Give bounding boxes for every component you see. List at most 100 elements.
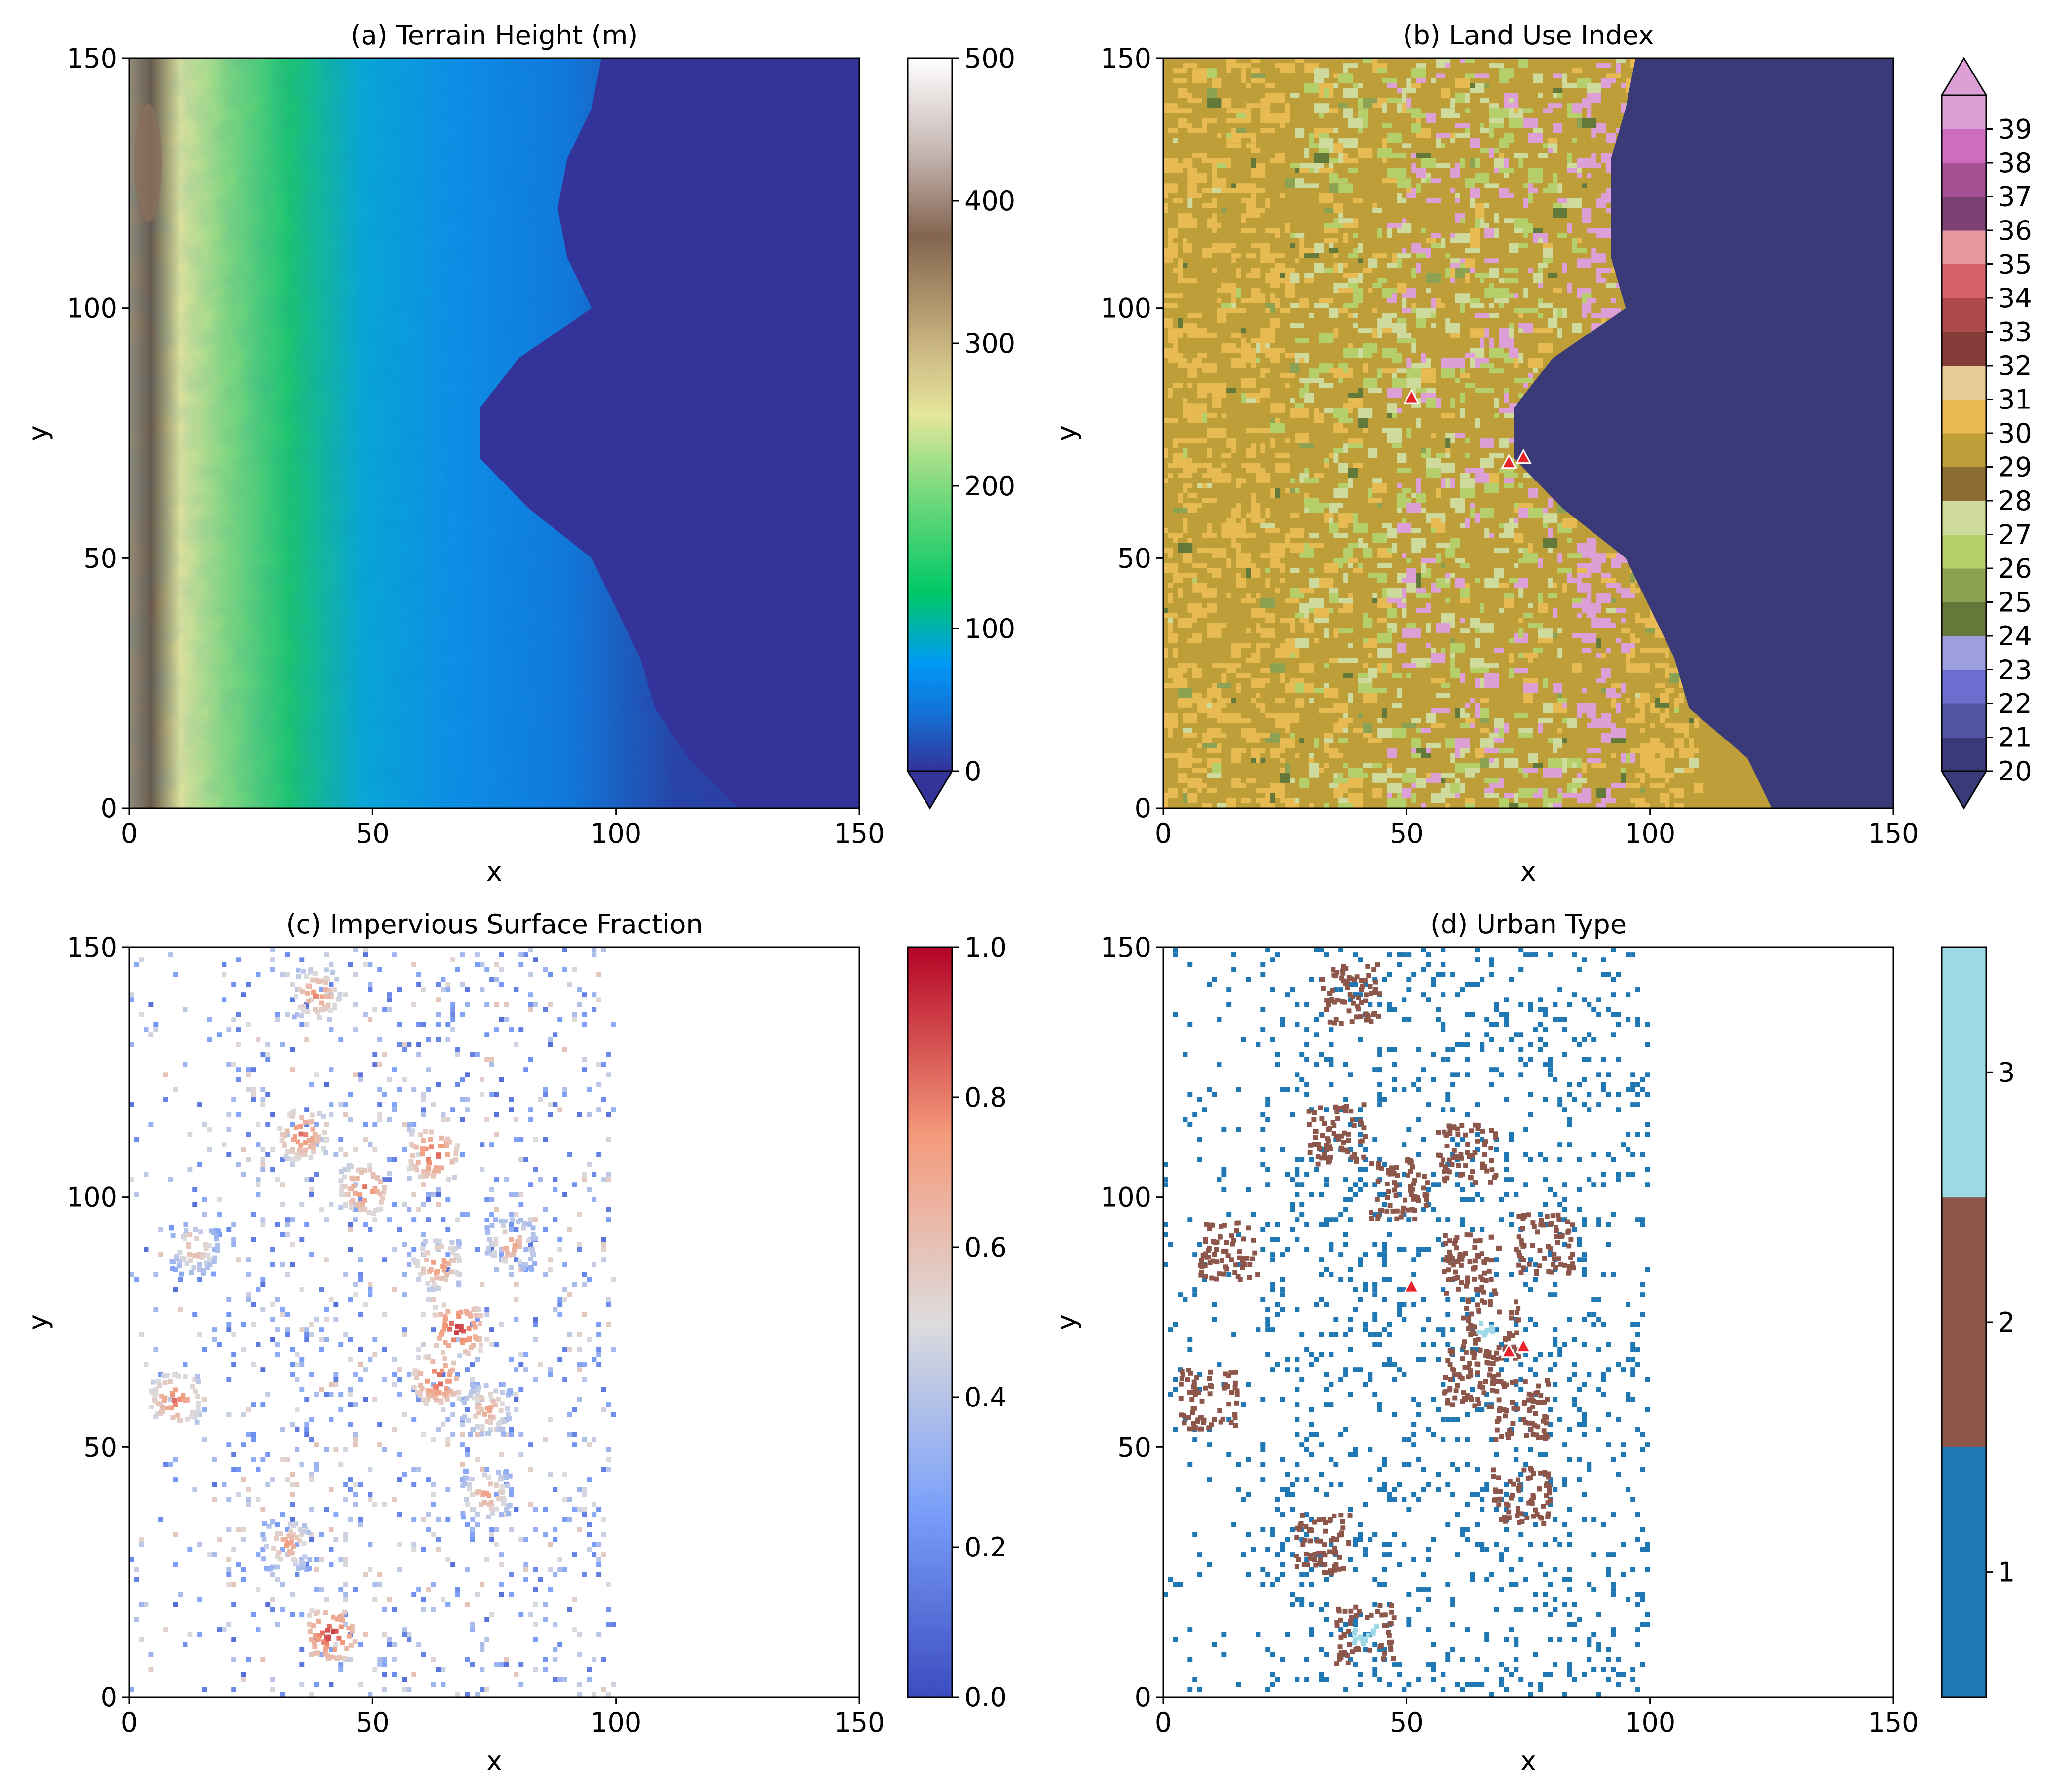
impervious-cell — [295, 1362, 300, 1367]
impervious-cell — [421, 1312, 426, 1317]
landuse-cell — [1489, 63, 1504, 68]
impervious-cell — [236, 1027, 241, 1032]
impervious-cell — [392, 1657, 397, 1662]
landuse-cell — [1504, 393, 1509, 403]
impervious-cell — [348, 1297, 353, 1302]
impervious-cell — [456, 1282, 462, 1288]
impervious-cell — [471, 1320, 477, 1326]
impervious-cell — [426, 1197, 431, 1202]
impervious-cell — [178, 1277, 183, 1282]
landuse-cell — [1265, 348, 1280, 358]
landuse-cell — [1290, 398, 1295, 403]
landuse-cell — [1304, 623, 1314, 633]
impervious-cell — [431, 1102, 436, 1107]
landuse-cell — [1470, 158, 1475, 168]
impervious-cell — [498, 1426, 504, 1432]
impervious-cell — [444, 1272, 449, 1278]
landuse-cell — [1611, 623, 1616, 628]
landuse-cell — [1202, 703, 1207, 708]
impervious-cell — [577, 1652, 582, 1657]
landuse-cell — [1256, 643, 1266, 648]
impervious-cell — [458, 1309, 464, 1315]
impervious-cell — [212, 1255, 218, 1260]
landuse-cell — [1660, 793, 1670, 803]
impervious-cell — [432, 1369, 437, 1374]
impervious-cell — [448, 1258, 454, 1262]
landuse-cell — [1236, 128, 1246, 133]
impervious-cell — [167, 1379, 173, 1384]
impervious-cell — [456, 1396, 462, 1401]
impervious-cell — [372, 1582, 378, 1587]
impervious-cell — [372, 1147, 378, 1152]
landuse-cell — [1343, 658, 1358, 663]
impervious-cell — [402, 1042, 407, 1047]
impervious-cell — [197, 1542, 202, 1547]
landuse-cell — [1178, 108, 1193, 113]
landuse-cell — [1470, 303, 1480, 308]
impervious-cell — [295, 1572, 300, 1577]
impervious-cell — [162, 1380, 168, 1385]
landuse-cell — [1411, 83, 1421, 88]
impervious-cell — [518, 952, 524, 957]
impervious-cell — [323, 975, 329, 981]
impervious-cell — [475, 1392, 480, 1397]
impervious-cell — [348, 1357, 353, 1362]
impervious-cell — [499, 1401, 505, 1406]
impervious-cell — [517, 1259, 522, 1265]
landuse-cell — [1436, 138, 1441, 148]
landuse-cell — [1377, 148, 1392, 158]
impervious-cell — [567, 1517, 572, 1522]
impervious-cell — [428, 1129, 434, 1135]
impervious-cell — [353, 1402, 358, 1407]
landuse-cell — [1348, 693, 1353, 703]
landuse-cell — [1290, 568, 1300, 573]
landuse-cell — [1572, 778, 1587, 783]
landuse-cell — [1509, 748, 1514, 753]
landuse-cell — [1163, 188, 1168, 198]
landuse-cell — [1348, 468, 1358, 478]
landuse-cell — [1304, 498, 1319, 508]
impervious-cell — [215, 1243, 220, 1248]
impervious-cell — [169, 1405, 174, 1410]
landuse-cell — [1582, 118, 1597, 128]
impervious-cell — [402, 1332, 407, 1337]
impervious-cell — [416, 1642, 421, 1647]
landuse-cell — [1484, 288, 1499, 298]
impervious-cell — [445, 1136, 450, 1142]
landuse-cell — [1543, 248, 1553, 258]
impervious-cell — [290, 1362, 295, 1367]
landuse-cell — [1504, 523, 1519, 528]
landuse-cell — [1543, 258, 1553, 263]
impervious-cell — [271, 1546, 276, 1551]
impervious-cell — [324, 1643, 330, 1649]
landuse-cell — [1528, 193, 1533, 203]
impervious-cell — [353, 1147, 358, 1152]
landuse-cell — [1484, 483, 1499, 493]
impervious-cell — [421, 1517, 426, 1522]
impervious-cell — [484, 967, 490, 972]
impervious-cell — [270, 1607, 275, 1612]
landuse-cell — [1221, 303, 1232, 308]
impervious-cell — [340, 1640, 345, 1645]
impervious-cell — [372, 1352, 378, 1357]
landuse-cell — [1314, 243, 1324, 253]
sea-region — [1514, 58, 1893, 808]
landuse-cell — [1523, 383, 1528, 388]
landuse-cell — [1275, 463, 1290, 473]
landuse-cell — [1187, 403, 1193, 413]
landuse-cell — [1616, 128, 1621, 133]
landuse-cell — [1543, 703, 1553, 713]
impervious-cell — [533, 1317, 538, 1322]
landuse-cell — [1387, 608, 1397, 618]
impervious-cell — [323, 1610, 328, 1615]
impervious-cell — [290, 1217, 295, 1222]
impervious-cell — [411, 1385, 417, 1390]
landuse-cell — [1251, 568, 1261, 578]
landuse-cell — [1587, 748, 1601, 753]
impervious-cell — [562, 1192, 567, 1197]
landuse-cell — [1333, 83, 1339, 88]
landuse-cell — [1202, 203, 1217, 208]
landuse-cell — [1441, 648, 1446, 653]
impervious-cell — [415, 1263, 420, 1268]
impervious-cell — [329, 1562, 334, 1567]
